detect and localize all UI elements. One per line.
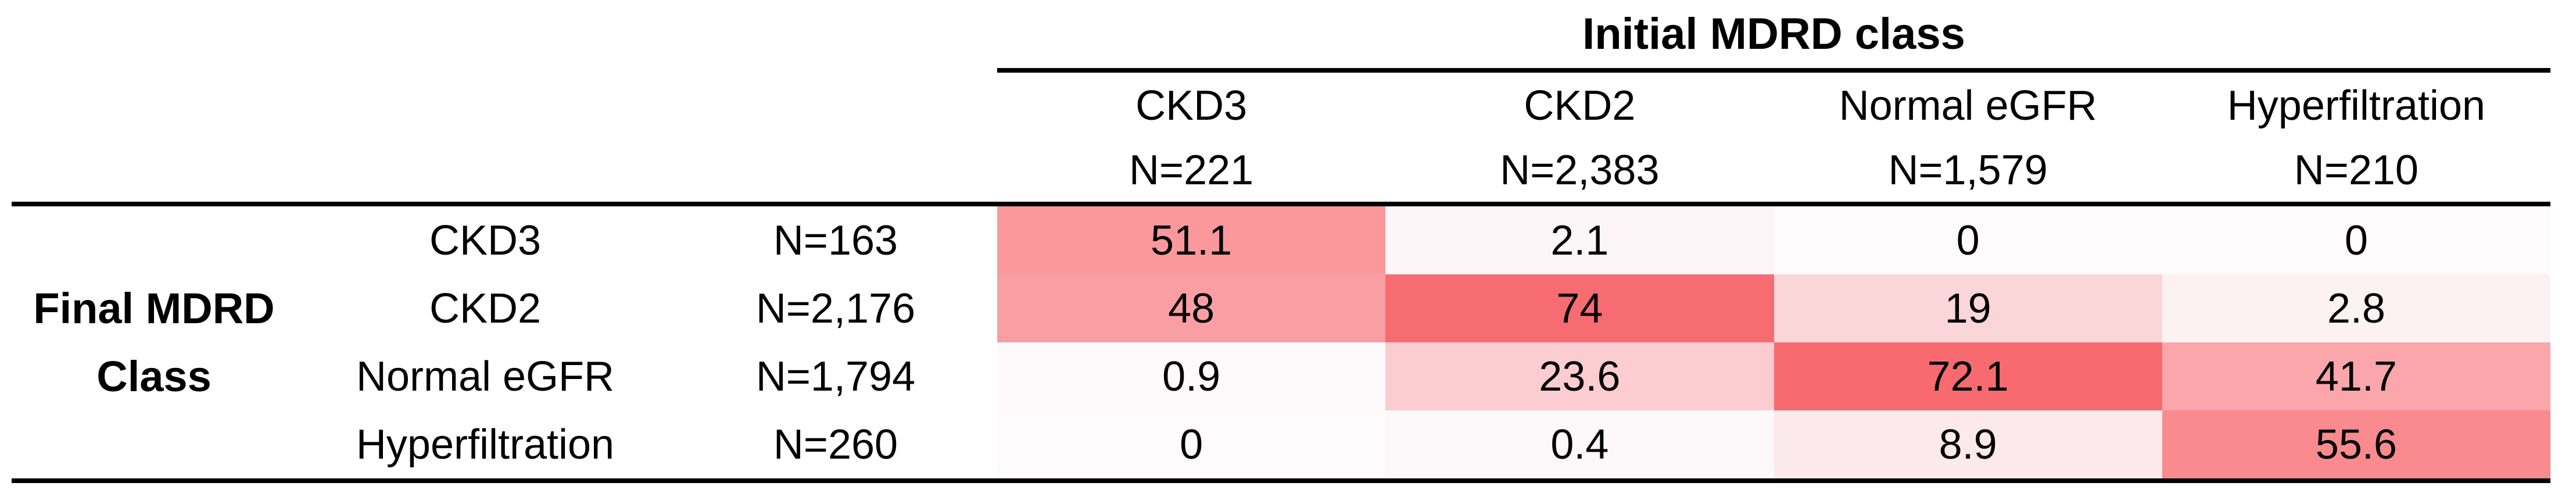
heatmap-cell: 19 [1774,274,2162,342]
col-header-hyperfiltration: Hyperfiltration [2227,82,2485,129]
col-header-normal-egfr: Normal eGFR [1839,82,2097,129]
heatmap-cell: 0.4 [1385,410,1774,478]
heatmap-cell: 72.1 [1774,342,2162,410]
row-n-ckd3: N=163 [773,217,898,264]
heatmap-cell: 74 [1385,274,1774,342]
col-header-ckd3: CKD3 [1135,82,1248,129]
row-label-normal-egfr: Normal eGFR [356,353,615,400]
bottom-rule [12,478,2550,483]
row-axis-title-line2: Class [96,352,212,401]
heatmap-cell: 23.6 [1385,342,1774,410]
heatmap-cell: 2.1 [1385,206,1774,274]
col-n-hyperfiltration: N=210 [2294,146,2419,194]
heatmap-cell: 48 [997,274,1386,342]
heatmap-cell: 0 [1774,206,2162,274]
col-header-ckd2: CKD2 [1524,82,1636,129]
heatmap-cell: 0 [997,410,1386,478]
row-label-ckd3: CKD3 [429,217,542,264]
heatmap-cell: 0 [2162,206,2550,274]
row-axis-title-line1: Final MDRD [33,284,275,332]
row-label-ckd2: CKD2 [429,285,542,332]
row-n-hyperfiltration: N=260 [773,421,898,468]
col-n-ckd2: N=2,383 [1500,146,1660,194]
row-n-ckd2: N=2,176 [755,285,916,332]
heatmap-cell: 2.8 [2162,274,2550,342]
column-axis-title: Initial MDRD class [1582,9,1965,59]
row-n-normal-egfr: N=1,794 [755,353,916,400]
header-underline [997,68,2550,73]
heatmap-cell: 8.9 [1774,410,2162,478]
heatmap-cell: 41.7 [2162,342,2550,410]
row-label-hyperfiltration: Hyperfiltration [356,421,615,468]
col-n-ckd3: N=221 [1129,146,1254,194]
heatmap-cell: 55.6 [2162,410,2550,478]
top-rule [12,202,2550,206]
heatmap-cell: 51.1 [997,206,1386,274]
col-n-normal-egfr: N=1,579 [1888,146,2048,194]
row-axis-title: Final MDRD Class [12,206,296,478]
heatmap-cell: 0.9 [997,342,1386,410]
transition-matrix-table: Initial MDRD class CKD3 CKD2 Normal eGFR… [12,0,2550,497]
